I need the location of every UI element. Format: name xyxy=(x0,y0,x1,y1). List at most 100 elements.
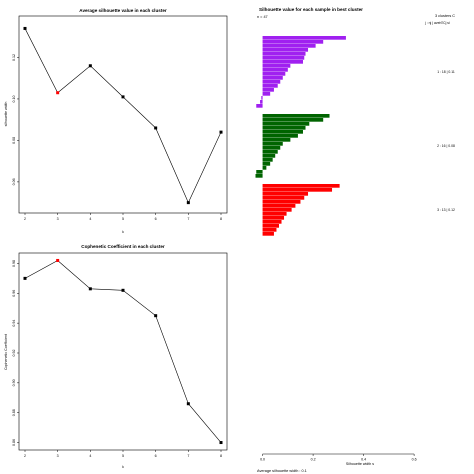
silhouette-line-panel: Average silhouette value in each cluster… xyxy=(4,8,228,234)
silhouette-bar xyxy=(255,174,263,178)
silhouette-bar xyxy=(262,212,287,216)
series-line xyxy=(24,260,222,443)
x-tick-label: 4 xyxy=(89,454,91,458)
y-tick-label: 0.86 xyxy=(12,439,16,446)
data-point xyxy=(219,441,223,445)
cophenetic-line-panel: Cophenetic Coefficient in each cluster k… xyxy=(4,244,228,469)
x-tick-label: 3 xyxy=(57,217,59,221)
silhouette-bar xyxy=(262,204,296,208)
silhouette-bar xyxy=(262,146,281,150)
silhouette-bar xyxy=(262,162,271,166)
plot-frame xyxy=(18,15,228,214)
best-k-point xyxy=(56,258,60,262)
data-point xyxy=(88,287,92,291)
silhouette-bar xyxy=(262,208,292,212)
data-point xyxy=(219,130,223,134)
x-tick-label: 7 xyxy=(187,454,189,458)
x-tick-label: 4 xyxy=(89,217,91,221)
y-tick-label: 0.12 xyxy=(12,54,16,61)
data-point xyxy=(154,126,158,130)
silhouette-bar xyxy=(262,130,303,134)
data-point xyxy=(121,288,125,292)
silhouette-bar xyxy=(262,84,278,88)
data-point xyxy=(23,26,27,30)
data-point xyxy=(88,64,92,68)
silhouette-bar xyxy=(262,64,291,68)
data-point xyxy=(23,276,27,280)
data-point xyxy=(186,402,190,406)
silhouette-bar xyxy=(262,48,309,52)
silhouette-bar xyxy=(262,154,276,158)
silhouette-bar xyxy=(262,80,281,84)
x-tick-label: 7 xyxy=(187,217,189,221)
best-k-point xyxy=(56,91,60,95)
y-axis-label: Cophenetic Coefficient xyxy=(4,334,8,370)
silhouette-bar xyxy=(262,150,278,154)
y-tick-label: 0.06 xyxy=(12,178,16,185)
chart-title: Average silhouette value in each cluster xyxy=(79,8,167,13)
x-tick-label: 3 xyxy=(57,454,59,458)
x-tick-label: 8 xyxy=(220,454,222,458)
x-tick-label: 2 xyxy=(24,454,26,458)
silhouette-bar xyxy=(262,224,279,228)
silhouette-bar xyxy=(256,104,263,108)
series-line xyxy=(24,28,222,204)
silhouette-bar xyxy=(262,60,303,64)
silhouette-bar xyxy=(262,72,286,76)
y-tick-label: 0.08 xyxy=(12,137,16,144)
silhouette-bar xyxy=(262,126,306,130)
average-silhouette-footer: Average silhouette width : 0.1 xyxy=(257,469,307,473)
x-tick-label: 5 xyxy=(122,217,124,221)
silhouette-bar xyxy=(262,92,271,96)
silhouette-bar xyxy=(262,36,346,40)
x-tick-label: 0.4 xyxy=(361,458,366,462)
silhouette-bar xyxy=(262,114,330,118)
silhouette-bar-panel: Silhouette value for each sample in best… xyxy=(255,7,455,473)
x-tick-label: 2 xyxy=(24,217,26,221)
y-tick-label: 0.98 xyxy=(12,260,16,267)
x-tick-label: 0.2 xyxy=(311,458,316,462)
cluster-label: 2 : 16 | 0.08 xyxy=(437,144,455,148)
x-tick-label: 5 xyxy=(122,454,124,458)
y-tick-label: 0.94 xyxy=(12,320,16,327)
silhouette-bar xyxy=(262,158,273,162)
data-point xyxy=(121,95,125,99)
y-tick-label: 0.96 xyxy=(12,290,16,297)
data-point xyxy=(154,314,158,318)
silhouette-bar xyxy=(260,100,263,104)
silhouette-bar xyxy=(262,192,309,196)
silhouette-bar xyxy=(262,134,298,138)
silhouette-bar xyxy=(262,40,324,44)
x-tick-label: 8 xyxy=(220,217,222,221)
silhouette-bar xyxy=(262,200,301,204)
sample-count: n = 47 xyxy=(257,15,268,19)
x-axis-label: Silhouette width s xyxy=(346,462,374,466)
x-tick-label: 6 xyxy=(155,217,157,221)
chart-title: Silhouette value for each sample in best… xyxy=(259,7,363,12)
silhouette-bar xyxy=(262,68,288,72)
silhouette-bar xyxy=(262,44,316,48)
cluster-label: 1 : 18 | 0.11 xyxy=(437,70,455,74)
x-axis-label: k xyxy=(122,230,124,234)
y-tick-label: 0.88 xyxy=(12,409,16,416)
y-axis-label: silhouette width xyxy=(4,102,8,127)
chart-title: Cophenetic Coefficient in each cluster xyxy=(81,244,165,249)
x-tick-label: 0.6 xyxy=(412,458,417,462)
silhouette-bar xyxy=(262,166,267,170)
silhouette-bar xyxy=(256,170,263,174)
silhouette-bar xyxy=(262,232,274,236)
silhouette-bar xyxy=(262,196,305,200)
y-tick-label: 0.90 xyxy=(12,379,16,386)
data-point xyxy=(186,201,190,205)
silhouette-bar xyxy=(262,122,310,126)
silhouette-bar xyxy=(262,216,285,220)
silhouette-bar xyxy=(262,138,291,142)
x-tick-label: 6 xyxy=(155,454,157,458)
silhouette-bar xyxy=(262,184,340,188)
x-tick-label: 0.0 xyxy=(260,458,265,462)
silhouette-bar xyxy=(262,56,305,60)
y-tick-label: 0.92 xyxy=(12,349,16,356)
x-axis-label: k xyxy=(122,465,124,469)
silhouette-bar xyxy=(262,188,333,192)
